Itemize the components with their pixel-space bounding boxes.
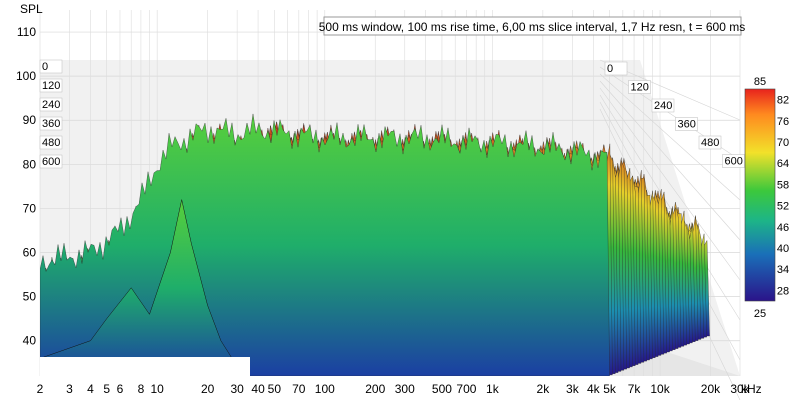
- time-label-right: 480: [701, 137, 719, 149]
- y-tick-label: 110: [17, 25, 36, 39]
- x-tick-label: 4k: [587, 382, 601, 396]
- bottom-mask: [40, 357, 250, 376]
- y-tick-label: 80: [23, 157, 37, 171]
- x-axis-unit: kHz: [741, 382, 762, 396]
- time-label-right: 600: [725, 156, 743, 168]
- time-label: 600: [42, 156, 60, 168]
- time-axis-labels-left: 0 120 240 360 480 600: [39, 59, 63, 169]
- x-tick-label: 100: [315, 382, 335, 396]
- y-tick-label: 90: [23, 113, 37, 127]
- time-label-right: 0: [607, 63, 613, 75]
- time-label: 360: [42, 118, 60, 130]
- x-tick-label: 50: [268, 382, 282, 396]
- colorbar-tick-label: 76: [777, 116, 789, 128]
- x-tick-label: 2: [37, 382, 44, 396]
- colorbar-max-label: 85: [754, 76, 766, 88]
- x-tick-label: 30k: [730, 382, 750, 396]
- time-label: 480: [42, 137, 60, 149]
- colorbar-tick-label: 82: [777, 95, 789, 107]
- x-tick-label: 7k: [628, 382, 642, 396]
- colorbar-tick-label: 52: [777, 201, 789, 213]
- colorbar-tick-label: 40: [777, 243, 789, 255]
- x-tick-label: 4: [87, 382, 94, 396]
- time-label-right: 360: [678, 119, 696, 131]
- x-tick-label: 8: [138, 382, 145, 396]
- x-tick-label: 500: [432, 382, 452, 396]
- x-tick-label: 40: [251, 382, 265, 396]
- y-tick-label: 70: [23, 201, 37, 215]
- time-label: 240: [42, 99, 60, 111]
- x-tick-label: 300: [395, 382, 415, 396]
- x-tick-label: 20: [201, 382, 215, 396]
- x-tick-label: 5: [103, 382, 110, 396]
- y-tick-label: 40: [23, 334, 37, 348]
- x-tick-label: 200: [365, 382, 385, 396]
- time-label-right: 240: [654, 100, 672, 112]
- x-tick-labels: 2 3 4 5 6 8 10 20 30 40 50 70 100 200 300 500 700 1k 2k 3k 4…: [37, 382, 751, 396]
- x-tick-label: 10: [150, 382, 164, 396]
- colorbar-tick-label: 34: [777, 264, 789, 276]
- time-axis-labels-right: 0 120 240 360 480 600: [604, 61, 745, 168]
- x-tick-label: 70: [292, 382, 306, 396]
- colorbar-tick-label: 58: [777, 179, 789, 191]
- waterfall-surface: [40, 113, 710, 376]
- chart-title: 500 ms window, 100 ms rise time, 6,00 ms…: [319, 20, 746, 34]
- y-axis-label: SPL: [20, 2, 43, 16]
- x-tick-label: 1k: [486, 382, 500, 396]
- colorbar-min-label: 25: [754, 308, 766, 320]
- time-label: 120: [42, 80, 60, 92]
- x-tick-label: 700: [456, 382, 476, 396]
- x-tick-label: 6: [117, 382, 124, 396]
- x-tick-label: 20k: [701, 382, 721, 396]
- time-label-right: 120: [631, 82, 649, 94]
- colorbar-tick-label: 46: [777, 222, 789, 234]
- colorbar-tick-label: 28: [777, 285, 789, 297]
- y-tick-label: 100: [16, 69, 36, 83]
- x-tick-label: 3k: [566, 382, 580, 396]
- x-tick-label: 5k: [603, 382, 617, 396]
- y-tick-label: 50: [23, 290, 37, 304]
- colorbar: 85 25 82 76 70 64 58 52 46 40 34 28: [744, 76, 789, 320]
- x-tick-label: 10k: [650, 382, 670, 396]
- colorbar-tick-label: 70: [777, 137, 789, 149]
- y-tick-label: 60: [23, 246, 37, 260]
- colorbar-tick-label: 64: [777, 158, 789, 170]
- y-tick-labels: 40 50 60 70 80 90 100 110: [16, 25, 36, 348]
- time-label: 0: [42, 61, 48, 73]
- x-tick-label: 2k: [537, 382, 551, 396]
- x-tick-label: 30: [230, 382, 244, 396]
- x-tick-label: 3: [66, 382, 73, 396]
- title-box: 500 ms window, 100 ms rise time, 6,00 ms…: [319, 16, 746, 36]
- colorbar-gradient: [744, 88, 776, 302]
